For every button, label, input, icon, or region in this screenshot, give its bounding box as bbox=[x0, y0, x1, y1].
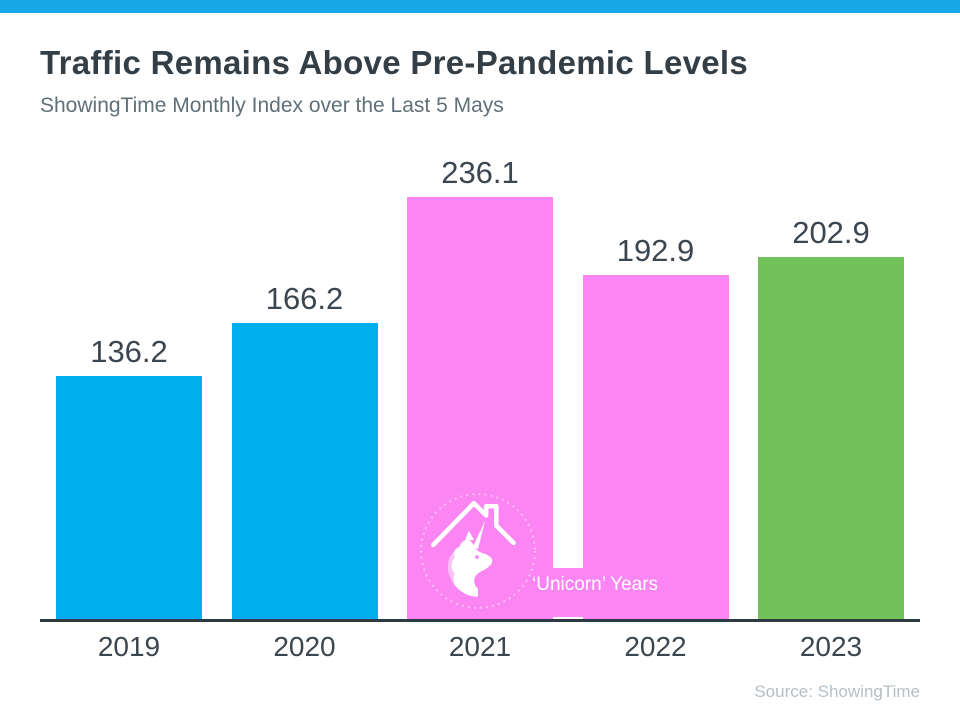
bar-value-label: 166.2 bbox=[265, 280, 344, 316]
source-credit: Source: ShowingTime bbox=[754, 682, 920, 701]
x-axis-line bbox=[40, 619, 920, 622]
unicorn-years-band bbox=[552, 568, 583, 617]
bar-group-2021: 236.1 bbox=[407, 140, 553, 621]
bar-value-label: 236.1 bbox=[441, 154, 519, 190]
year-label-2019: 2019 bbox=[97, 631, 161, 662]
unicorn-years-label: ‘Unicorn’ Years bbox=[532, 574, 659, 595]
x-axis-labels: 2019 2020 2021 2022 2023 bbox=[56, 631, 904, 663]
bar-group-2019: 136.2 bbox=[56, 140, 202, 621]
bar-chart: 136.2 166.2 236.1 192.9 202.9 bbox=[56, 140, 904, 621]
bar-2023 bbox=[758, 257, 904, 621]
bar-2019 bbox=[56, 376, 202, 621]
top-accent-strip bbox=[0, 0, 960, 13]
bar-value-label: 192.9 bbox=[616, 232, 695, 268]
unicorn-house-icon bbox=[420, 493, 536, 609]
bar-2021 bbox=[407, 197, 553, 621]
bar-value-label: 136.2 bbox=[90, 333, 168, 369]
bar-group-2020: 166.2 bbox=[231, 140, 378, 621]
bar-value-label: 202.9 bbox=[792, 214, 870, 250]
year-label-2023: 2023 bbox=[799, 631, 863, 662]
page-title: Traffic Remains Above Pre-Pandemic Level… bbox=[40, 44, 749, 81]
page-subtitle: ShowingTime Monthly Index over the Last … bbox=[40, 94, 504, 117]
year-label-2020: 2020 bbox=[273, 631, 336, 662]
bar-2020 bbox=[231, 323, 378, 621]
year-label-2022: 2022 bbox=[624, 631, 687, 662]
bar-group-2023: 202.9 bbox=[758, 140, 904, 621]
year-label-2021: 2021 bbox=[448, 631, 512, 662]
bar-group-2022: 192.9 bbox=[582, 140, 729, 621]
bar-2022 bbox=[582, 275, 729, 621]
